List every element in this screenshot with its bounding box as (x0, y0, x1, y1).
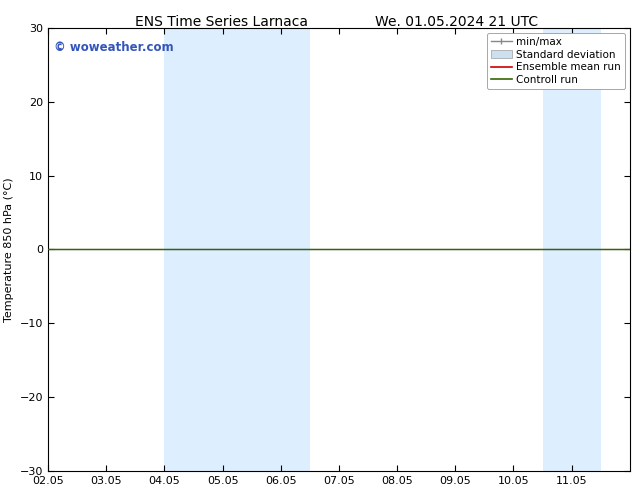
Y-axis label: Temperature 850 hPa (°C): Temperature 850 hPa (°C) (4, 177, 14, 321)
Bar (252, 28, 310, 471)
Bar (543, 28, 601, 471)
Bar (164, 28, 252, 471)
Text: We. 01.05.2024 21 UTC: We. 01.05.2024 21 UTC (375, 15, 538, 29)
Legend: min/max, Standard deviation, Ensemble mean run, Controll run: min/max, Standard deviation, Ensemble me… (486, 33, 624, 89)
Text: ENS Time Series Larnaca: ENS Time Series Larnaca (136, 15, 308, 29)
Text: © woweather.com: © woweather.com (54, 41, 174, 54)
